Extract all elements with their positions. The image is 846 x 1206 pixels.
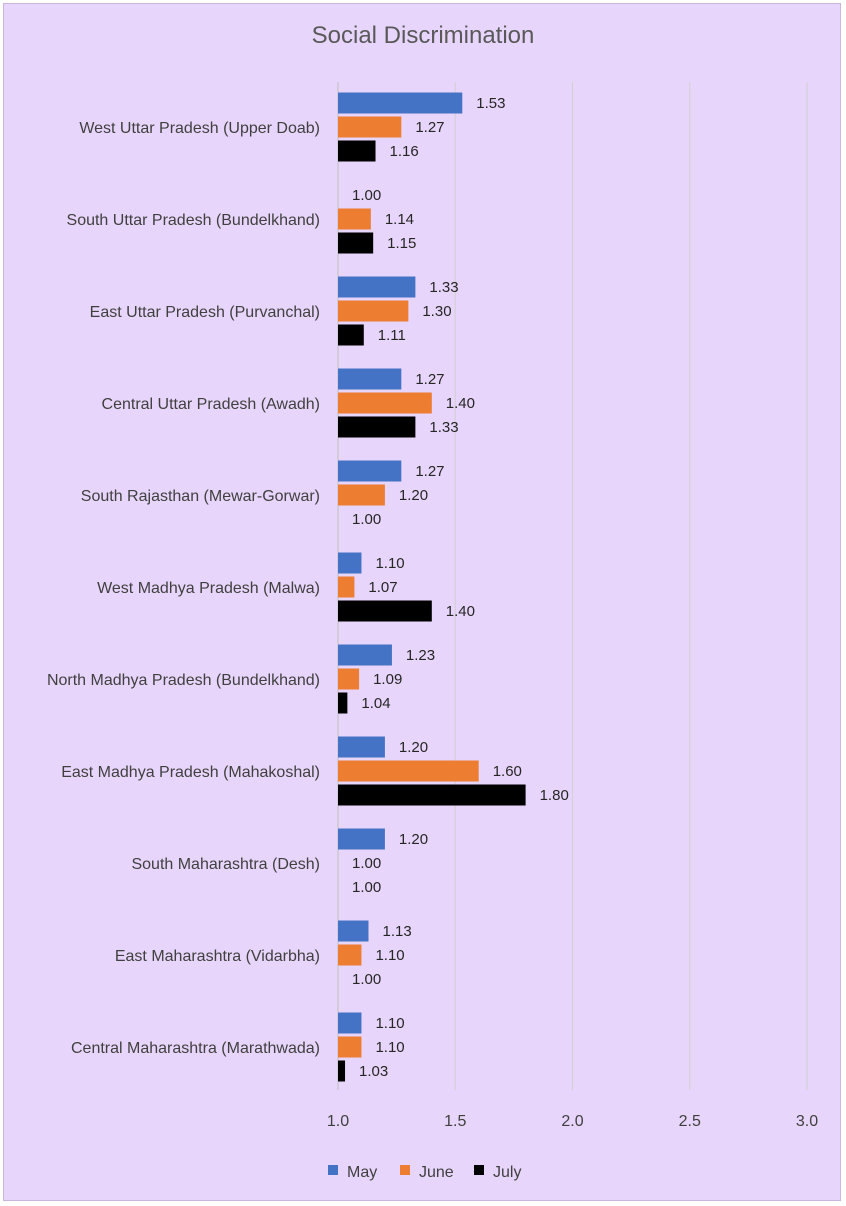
bar-june — [338, 760, 479, 782]
data-label: 1.33 — [429, 419, 458, 436]
data-label: 1.03 — [359, 1063, 388, 1080]
data-label: 1.30 — [422, 303, 451, 320]
data-label: 1.40 — [446, 603, 475, 620]
bar-may — [338, 644, 392, 666]
bar-june — [338, 116, 402, 138]
bar-june — [338, 484, 385, 506]
data-label: 1.00 — [352, 511, 381, 528]
data-label: 1.16 — [390, 143, 419, 160]
data-label: 1.40 — [446, 395, 475, 412]
bar-may — [338, 276, 416, 298]
legend-label: June — [419, 1164, 454, 1181]
data-label: 1.10 — [375, 1039, 404, 1056]
bar-may — [338, 828, 385, 850]
data-label: 1.00 — [352, 855, 381, 872]
data-label: 1.80 — [540, 787, 569, 804]
bar-june — [338, 668, 360, 690]
data-label: 1.53 — [476, 95, 505, 112]
category-label: East Uttar Pradesh (Purvanchal) — [90, 304, 320, 321]
category-label: South Uttar Pradesh (Bundelkhand) — [67, 212, 320, 229]
data-label: 1.27 — [415, 463, 444, 480]
data-label: 1.20 — [399, 487, 428, 504]
category-label: East Madhya Pradesh (Mahakoshal) — [61, 764, 320, 781]
legend-label: May — [347, 1164, 377, 1181]
bar-may — [338, 552, 362, 574]
data-label: 1.04 — [361, 695, 390, 712]
data-label: 1.10 — [375, 555, 404, 572]
category-label: Central Maharashtra (Marathwada) — [71, 1040, 320, 1057]
category-label: North Madhya Pradesh (Bundelkhand) — [47, 672, 320, 689]
data-label: 1.00 — [352, 187, 381, 204]
bar-may — [338, 368, 402, 390]
data-label: 1.33 — [429, 279, 458, 296]
data-label: 1.23 — [406, 647, 435, 664]
bar-june — [338, 208, 371, 230]
bar-june — [338, 944, 362, 966]
x-tick-label: 3.0 — [796, 1113, 818, 1130]
data-label: 1.00 — [352, 971, 381, 988]
legend-swatch-july — [474, 1165, 484, 1175]
chart-title: Social Discrimination — [311, 22, 535, 49]
category-label: South Maharashtra (Desh) — [131, 856, 320, 873]
data-label: 1.10 — [375, 1015, 404, 1032]
bar-july — [338, 600, 432, 622]
data-label: 1.14 — [385, 211, 414, 228]
legend-swatch-may — [328, 1165, 338, 1175]
bar-june — [338, 1036, 362, 1058]
category-label: West Uttar Pradesh (Upper Doab) — [79, 120, 320, 137]
bar-june — [338, 576, 355, 598]
x-tick-label: 1.0 — [327, 1113, 349, 1130]
bar-may — [338, 736, 385, 758]
legend-label: July — [493, 1164, 521, 1181]
category-label: East Maharashtra (Vidarbha) — [115, 948, 320, 965]
data-label: 1.10 — [375, 947, 404, 964]
data-label: 1.07 — [368, 579, 397, 596]
category-label: Central Uttar Pradesh (Awadh) — [102, 396, 320, 413]
data-label: 1.20 — [399, 739, 428, 756]
bar-june — [338, 300, 409, 322]
bar-july — [338, 692, 348, 714]
data-label: 1.15 — [387, 235, 416, 252]
data-label: 1.27 — [415, 371, 444, 388]
x-tick-label: 2.0 — [561, 1113, 583, 1130]
bar-july — [338, 1060, 346, 1082]
bar-july — [338, 232, 374, 254]
bar-july — [338, 324, 364, 346]
data-label: 1.11 — [378, 327, 406, 344]
data-label: 1.60 — [493, 763, 522, 780]
x-tick-label: 1.5 — [444, 1113, 466, 1130]
bar-july — [338, 416, 416, 438]
bar-june — [338, 392, 432, 414]
category-label: West Madhya Pradesh (Malwa) — [97, 580, 320, 597]
data-label: 1.20 — [399, 831, 428, 848]
bar-may — [338, 1012, 362, 1034]
bar-may — [338, 460, 402, 482]
bar-july — [338, 140, 376, 162]
bar-may — [338, 920, 369, 942]
data-label: 1.00 — [352, 879, 381, 896]
legend-swatch-june — [400, 1165, 410, 1175]
category-label: South Rajasthan (Mewar-Gorwar) — [81, 488, 320, 505]
data-label: 1.09 — [373, 671, 402, 688]
data-label: 1.27 — [415, 119, 444, 136]
bar-july — [338, 784, 526, 806]
data-label: 1.13 — [382, 923, 411, 940]
bar-may — [338, 92, 463, 114]
x-tick-label: 2.5 — [679, 1113, 701, 1130]
